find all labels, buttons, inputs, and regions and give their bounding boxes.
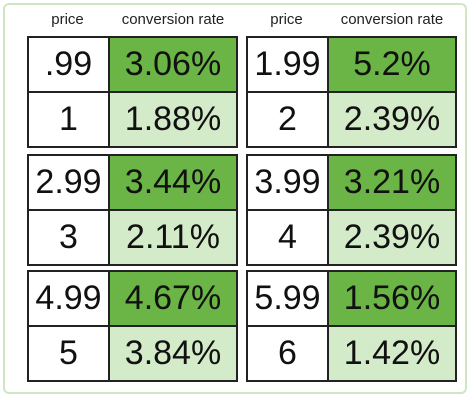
rate-cell: 4.67% xyxy=(110,272,236,325)
price-cell: 5 xyxy=(29,327,108,380)
block: 5.99 1.56% 6 1.42% xyxy=(246,270,457,382)
block: 4.99 4.67% 5 3.84% xyxy=(27,270,238,382)
price-cell: 3.99 xyxy=(248,156,327,209)
rate-cell: 2.11% xyxy=(110,211,236,264)
rate-cell: 3.06% xyxy=(110,38,236,91)
rate-cell: 3.21% xyxy=(329,156,455,209)
rate-cell: 3.44% xyxy=(110,156,236,209)
price-cell: 1.99 xyxy=(248,38,327,91)
column-header: price xyxy=(51,11,84,28)
rate-cell: 2.39% xyxy=(329,93,455,146)
block: 1.99 5.2% 2 2.39% xyxy=(246,36,457,148)
price-cell: 5.99 xyxy=(248,272,327,325)
rate-cell: 5.2% xyxy=(329,38,455,91)
column-header: conversion rate xyxy=(340,11,444,28)
block: 2.99 3.44% 3 2.11% xyxy=(27,154,238,266)
block: 3.99 3.21% 4 2.39% xyxy=(246,154,457,266)
block: .99 3.06% 1 1.88% xyxy=(27,36,238,148)
column-header: conversion rate xyxy=(121,11,225,28)
price-cell: 2.99 xyxy=(29,156,108,209)
price-cell: .99 xyxy=(29,38,108,91)
rate-cell: 3.84% xyxy=(110,327,236,380)
price-cell: 4 xyxy=(248,211,327,264)
rate-cell: 1.56% xyxy=(329,272,455,325)
price-cell: 6 xyxy=(248,327,327,380)
rate-cell: 2.39% xyxy=(329,211,455,264)
column-header: price xyxy=(270,11,303,28)
rate-cell: 1.42% xyxy=(329,327,455,380)
price-cell: 4.99 xyxy=(29,272,108,325)
rate-cell: 1.88% xyxy=(110,93,236,146)
price-cell: 3 xyxy=(29,211,108,264)
price-cell: 2 xyxy=(248,93,327,146)
price-cell: 1 xyxy=(29,93,108,146)
